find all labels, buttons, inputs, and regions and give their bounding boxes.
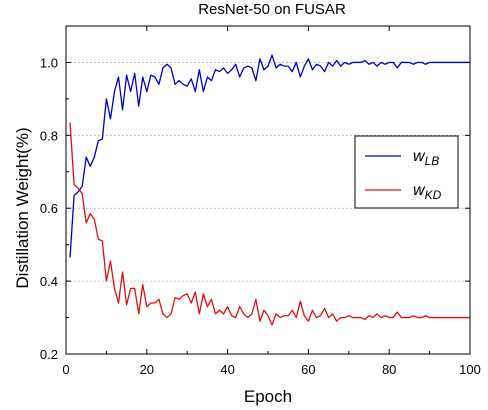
y-axis-label: Distillation Weight(%): [13, 127, 32, 288]
y-tick-label-4: 1.0: [40, 55, 58, 70]
x-tick-label-3: 60: [301, 362, 315, 377]
y-tick-label-1: 0.4: [40, 274, 58, 289]
x-tick-label-2: 40: [220, 362, 234, 377]
y-tick-label-2: 0.6: [40, 201, 58, 216]
x-tick-label-5: 100: [459, 362, 481, 377]
x-tick-label-0: 0: [62, 362, 69, 377]
x-tick-label-1: 20: [140, 362, 154, 377]
chart-title: ResNet-50 on FUSAR: [198, 1, 346, 18]
y-tick-label-3: 0.8: [40, 128, 58, 143]
y-tick-label-0: 0.2: [40, 347, 58, 362]
x-tick-label-4: 80: [382, 362, 396, 377]
x-axis-label: Epoch: [244, 387, 292, 406]
legend-box: [355, 136, 458, 208]
